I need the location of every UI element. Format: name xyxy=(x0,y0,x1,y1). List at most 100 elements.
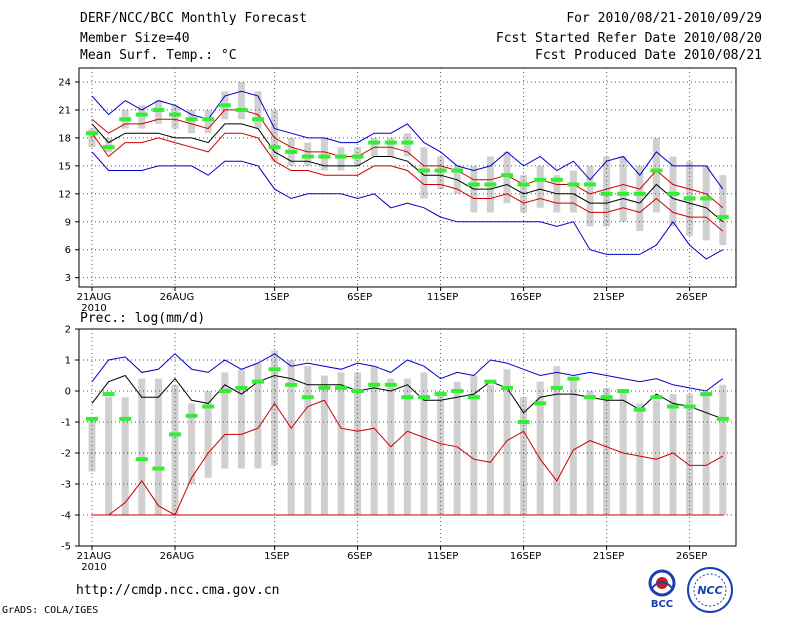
panel2-line-mean xyxy=(91,374,723,420)
panel1-median xyxy=(700,196,713,201)
panel1-box xyxy=(105,137,113,152)
panel2-box xyxy=(586,391,594,515)
panel2-box xyxy=(486,384,494,515)
panel2-box xyxy=(254,363,262,469)
panel1-median xyxy=(301,154,314,159)
panel1-median xyxy=(401,140,414,145)
panel2-box xyxy=(503,369,511,515)
panel1-box xyxy=(619,156,627,222)
panel2-box xyxy=(636,403,644,515)
panel1-ytick-label: 21 xyxy=(58,105,71,116)
panel2-box xyxy=(154,378,162,515)
panel1-ytick-label: 3 xyxy=(65,273,71,284)
panel1-year-label: 2010 xyxy=(81,303,106,314)
panel2-median xyxy=(301,395,314,400)
panel2-median xyxy=(235,385,248,390)
panel2-median xyxy=(351,389,364,393)
panel1-line-mean xyxy=(91,123,724,223)
panel1-box xyxy=(254,91,262,129)
panel1-median xyxy=(633,191,646,196)
panel2-median xyxy=(517,420,530,424)
panel2-median xyxy=(318,385,331,390)
panel1-ytick-label: 12 xyxy=(58,189,71,200)
panel2-box xyxy=(719,384,727,515)
panel2-box xyxy=(188,403,196,484)
panel2-median xyxy=(650,395,663,400)
panel2-ytick-label: 1 xyxy=(65,356,71,367)
panel1-xtick-label: 26SEP xyxy=(676,292,707,303)
panel2-box xyxy=(686,394,694,515)
panel2-ytick-label: -4 xyxy=(61,511,71,522)
panel2-xtick-label: 21SEP xyxy=(593,551,624,562)
panel2-xtick-label: 6SEP xyxy=(347,551,372,562)
panel1-xtick-label: 21AUG xyxy=(77,292,112,303)
produced-date: Fcst Produced Date 2010/08/21 xyxy=(535,48,762,63)
panel1-xtick-label: 21SEP xyxy=(593,292,624,303)
panel1-box xyxy=(138,105,146,129)
panel2-median xyxy=(716,416,729,421)
panel1-median xyxy=(169,112,181,117)
panel2-ytick-label: -2 xyxy=(61,449,71,460)
panel1-median xyxy=(152,107,165,112)
panel1-line-min xyxy=(91,151,724,260)
panel2-median xyxy=(451,389,464,393)
panel2-box xyxy=(121,397,129,515)
panel2-box xyxy=(370,366,378,515)
panel2-box xyxy=(520,397,528,515)
panel2-box xyxy=(138,378,146,515)
panel2-median xyxy=(368,382,381,387)
panel2-box xyxy=(603,387,611,515)
panel2-box xyxy=(669,394,677,515)
bcc-logo: BCC xyxy=(640,566,684,610)
panel2-box xyxy=(204,391,212,478)
panel1-median xyxy=(368,140,381,145)
panel2-median xyxy=(384,382,397,387)
panel1-median xyxy=(285,149,298,154)
panel2-median xyxy=(102,392,115,397)
panel2-median xyxy=(584,395,596,400)
panel1-box xyxy=(204,109,212,134)
ncc-logo-text: NCC xyxy=(697,584,722,597)
panel2-ytick-label: 0 xyxy=(65,387,71,398)
panel2-xtick-label: 16SEP xyxy=(510,551,541,562)
panel2-median xyxy=(185,413,198,418)
panel1-frame xyxy=(78,67,737,288)
prec-label: Prec.: log(mm/d) xyxy=(80,311,206,326)
panel1-median xyxy=(235,107,248,112)
panel1-ytick-label: 6 xyxy=(65,245,71,256)
panel2-box xyxy=(287,360,295,515)
footer-url[interactable]: http://cmdp.ncc.cma.gov.cn xyxy=(76,583,280,598)
panel2-box xyxy=(354,372,362,515)
panel2-median xyxy=(600,395,613,400)
panel1-line-low xyxy=(91,132,724,232)
panel2-box xyxy=(337,372,345,515)
panel1-median xyxy=(86,131,98,136)
panel1-box xyxy=(702,165,710,241)
panel2-median xyxy=(567,376,580,381)
panel2-median xyxy=(550,385,563,390)
panel1-box xyxy=(271,109,279,162)
panel1-median xyxy=(667,191,679,196)
panel1-box xyxy=(188,109,196,134)
panel1-line-high xyxy=(91,109,724,209)
panel2-box xyxy=(221,372,229,469)
panel1-box xyxy=(669,156,677,227)
panel1-median xyxy=(550,177,563,182)
panel1-box xyxy=(337,147,345,171)
panel1-line-max xyxy=(91,90,724,190)
panel2-line-max xyxy=(91,353,724,392)
bcc-logo-text: BCC xyxy=(651,599,673,610)
panel2-box xyxy=(569,378,577,515)
panel2-median xyxy=(202,404,215,409)
panel2-median xyxy=(434,392,447,397)
panel1-median xyxy=(434,168,447,173)
panel2-box xyxy=(105,397,113,515)
panel1-median xyxy=(600,191,613,196)
panel1-box xyxy=(320,137,328,171)
panel1-median xyxy=(584,182,596,187)
panel2-median xyxy=(501,385,513,390)
panel2-year-label: 2010 xyxy=(81,562,106,573)
panel1-box xyxy=(719,175,727,246)
panel2-median xyxy=(467,395,480,400)
panel2-median xyxy=(683,404,696,409)
